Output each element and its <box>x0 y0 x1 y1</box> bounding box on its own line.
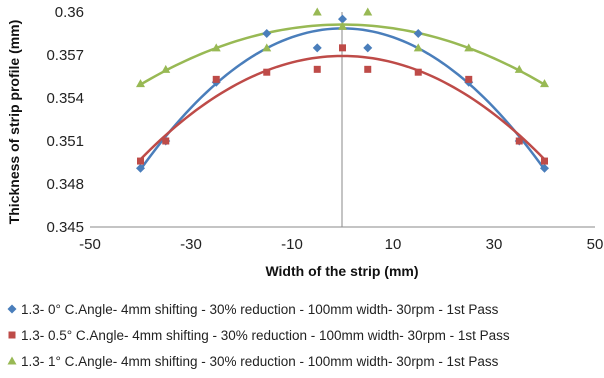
y-tick-label: 0.345 <box>46 219 84 236</box>
triangle-marker <box>540 79 549 88</box>
y-axis-title: Thickness of strip profile (mm) <box>6 20 22 225</box>
square-marker <box>313 65 321 73</box>
triangle-marker <box>338 21 347 30</box>
series-3-points <box>136 7 549 88</box>
legend-label: 1.3- 1° C.Angle- 4mm shifting - 30% redu… <box>21 354 499 369</box>
diamond-marker <box>363 43 373 53</box>
square-marker <box>364 65 372 73</box>
diamond-marker <box>312 43 322 53</box>
legend-item-2: 1.3- 0.5° C.Angle- 4mm shifting - 30% re… <box>8 328 510 343</box>
square-marker <box>541 157 548 165</box>
triangle-marker <box>161 64 171 73</box>
triangle-marker <box>363 7 373 16</box>
triangle-marker <box>262 43 272 52</box>
x-tick-label: -10 <box>281 236 303 253</box>
series-2-points <box>137 44 548 165</box>
square-marker <box>515 137 523 145</box>
square-marker <box>8 331 16 339</box>
square-marker <box>162 137 170 145</box>
x-axis-title: Width of the strip (mm) <box>265 263 418 279</box>
triangle-marker <box>413 43 423 52</box>
x-tick-label: 30 <box>486 236 503 253</box>
square-marker <box>414 68 422 76</box>
triangle-marker <box>514 64 524 73</box>
legend: 1.3- 0° C.Angle- 4mm shifting - 30% redu… <box>7 302 510 369</box>
triangle-marker <box>211 43 221 52</box>
diamond-marker <box>262 29 272 38</box>
x-tick-label: -30 <box>180 236 202 253</box>
y-tick-label: 0.351 <box>46 133 84 150</box>
square-marker <box>137 157 144 165</box>
y-tick-labels: 0.345 0.348 0.351 0.354 0.357 0.36 <box>46 4 84 236</box>
diamond-marker <box>7 304 17 314</box>
data-markers <box>136 7 549 173</box>
diamond-marker <box>136 163 145 173</box>
diamond-marker <box>338 14 347 24</box>
triangle-marker <box>7 356 17 365</box>
x-tick-label: 10 <box>385 236 402 253</box>
legend-item-3: 1.3- 1° C.Angle- 4mm shifting - 30% redu… <box>7 354 499 369</box>
y-tick-label: 0.36 <box>55 4 84 21</box>
x-tick-label: -50 <box>79 236 101 253</box>
plot-area <box>90 12 595 228</box>
diamond-marker <box>413 29 423 38</box>
triangle-marker <box>312 7 322 16</box>
legend-item-1: 1.3- 0° C.Angle- 4mm shifting - 30% redu… <box>7 302 499 317</box>
triangle-marker <box>464 43 474 52</box>
x-tick-labels: -50 -30 -10 10 30 50 <box>79 236 603 253</box>
square-marker <box>339 44 346 52</box>
legend-label: 1.3- 0.5° C.Angle- 4mm shifting - 30% re… <box>21 328 510 343</box>
diamond-marker <box>540 163 549 173</box>
y-tick-label: 0.354 <box>46 90 84 107</box>
square-marker <box>212 75 220 83</box>
legend-label: 1.3- 0° C.Angle- 4mm shifting - 30% redu… <box>21 302 499 317</box>
triangle-marker <box>136 79 145 88</box>
series-1-points <box>136 14 549 173</box>
trendline-series-2 <box>139 54 546 161</box>
y-tick-label: 0.348 <box>46 176 84 193</box>
square-marker <box>465 75 473 83</box>
y-tick-label: 0.357 <box>46 47 84 64</box>
x-tick-label: 50 <box>587 236 604 253</box>
square-marker <box>263 68 271 76</box>
